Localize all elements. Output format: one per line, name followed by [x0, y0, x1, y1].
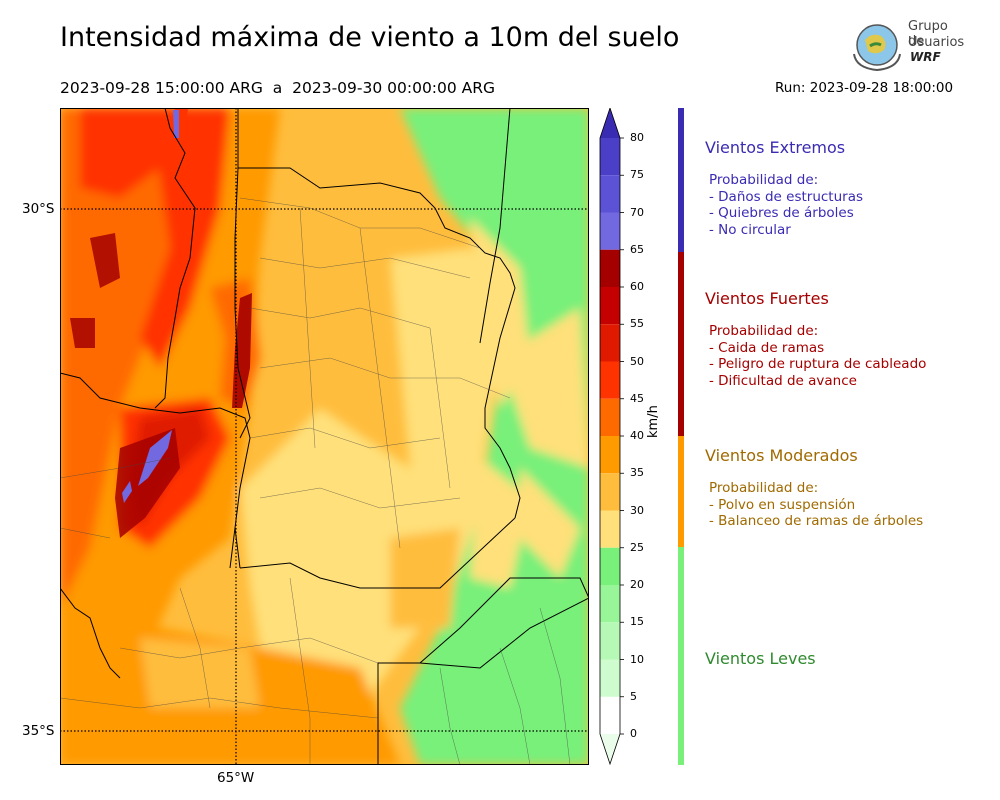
category-desc-fuertes: Probabilidad de: - Caida de ramas - Peli…: [709, 323, 926, 389]
colorbar-tick-label: 50: [630, 354, 644, 368]
category-title-moderados: Vientos Moderados: [705, 446, 858, 465]
category-desc-extremos: Probabilidad de: - Daños de estructuras …: [709, 172, 863, 238]
colorbar-segment: [600, 398, 620, 436]
category-bar-fuertes: [678, 252, 684, 436]
desc-line: - Peligro de ruptura de cableado: [709, 356, 927, 372]
category-bar-moderados: [678, 436, 684, 547]
wind-colorbar: [599, 108, 624, 766]
category-desc-moderados: Probabilidad de: - Polvo en suspensión -…: [709, 480, 923, 530]
colorbar-segment: [600, 659, 620, 697]
desc-line: - Quiebres de árboles: [709, 205, 854, 221]
colorbar-segment: [600, 585, 620, 623]
logo-text-line1: Grupo de: [908, 19, 948, 49]
desc-line: - Balanceo de ramas de árboles: [709, 513, 924, 529]
colorbar-segment: [600, 510, 620, 548]
desc-line: - Polvo en suspensión: [709, 496, 856, 513]
logo-text-line3: WRF: [910, 50, 941, 64]
colorbar-segment: [600, 287, 620, 325]
colorbar-tick-label: 40: [630, 429, 644, 442]
category-bar-leves: [678, 547, 684, 765]
colorbar-tick-label: 70: [630, 205, 644, 219]
desc-line: Probabilidad de:: [709, 480, 819, 496]
logo-text-line2: Usuarios: [908, 35, 965, 50]
colorbar-tick-label: 45: [630, 391, 644, 405]
desc-line: - Caida de ramas: [709, 339, 825, 356]
colorbar-segment: [600, 138, 620, 176]
colorbar-tick-label: 10: [630, 652, 644, 666]
colorbar-segment: [600, 734, 620, 764]
category-bar-extremos: [678, 108, 684, 252]
colorbar-tick-label: 80: [630, 131, 644, 144]
colorbar-segment: [600, 212, 620, 250]
colorbar-segment: [600, 324, 620, 362]
desc-line: - Daños de estructuras: [709, 188, 864, 205]
lon-label-65w: 65°W: [217, 770, 255, 786]
colorbar-tick-label: 35: [630, 466, 644, 480]
colorbar-segment: [600, 622, 620, 660]
colorbar-segment: [600, 108, 620, 138]
category-title-extremos: Vientos Extremos: [705, 138, 846, 157]
colorbar-unit: km/h: [646, 405, 661, 438]
date-range: 2023-09-28 15:00:00 ARG a 2023-09-30 00:…: [60, 79, 496, 97]
category-title-leves: Vientos Leves: [705, 649, 816, 668]
colorbar-tick-label: 75: [630, 168, 644, 182]
colorbar-tick-label: 30: [630, 503, 644, 517]
lat-label-35s: 35°S: [22, 723, 55, 739]
colorbar-tick-label: 25: [630, 540, 644, 554]
colorbar-segment: [600, 249, 620, 287]
colorbar-tick-label: 15: [630, 615, 644, 629]
lat-label-30s: 30°S: [22, 201, 55, 217]
category-title-fuertes: Vientos Fuertes: [705, 289, 829, 308]
colorbar-segment: [600, 473, 620, 511]
colorbar-tick-label: 0: [630, 727, 637, 740]
colorbar-segment: [600, 547, 620, 585]
colorbar-tick-label: 55: [630, 317, 644, 331]
map-title: Intensidad máxima de viento a 10m del su…: [60, 22, 680, 53]
desc-line: - Dificultad de avance: [709, 372, 857, 389]
colorbar-tick-label: 20: [630, 578, 644, 591]
colorbar-segment: [600, 361, 620, 399]
colorbar-ticks: [599, 108, 624, 766]
run-time: Run: 2023-09-28 18:00:00: [775, 80, 954, 96]
colorbar-tick-label: 5: [630, 689, 637, 703]
wrf-logo: Grupo de Usuarios WRF: [848, 18, 968, 73]
desc-line: Probabilidad de:: [709, 323, 819, 339]
colorbar-segment: [600, 175, 620, 213]
colorbar-segment: [600, 436, 620, 474]
desc-line: Probabilidad de:: [709, 172, 819, 188]
colorbar-tick-label: 60: [630, 280, 644, 293]
globe-logo-icon: [853, 24, 901, 72]
colorbar-segments: [600, 108, 620, 764]
desc-line: - No circular: [709, 221, 791, 238]
wind-map: [60, 108, 589, 765]
colorbar-tick-label: 65: [630, 242, 644, 256]
